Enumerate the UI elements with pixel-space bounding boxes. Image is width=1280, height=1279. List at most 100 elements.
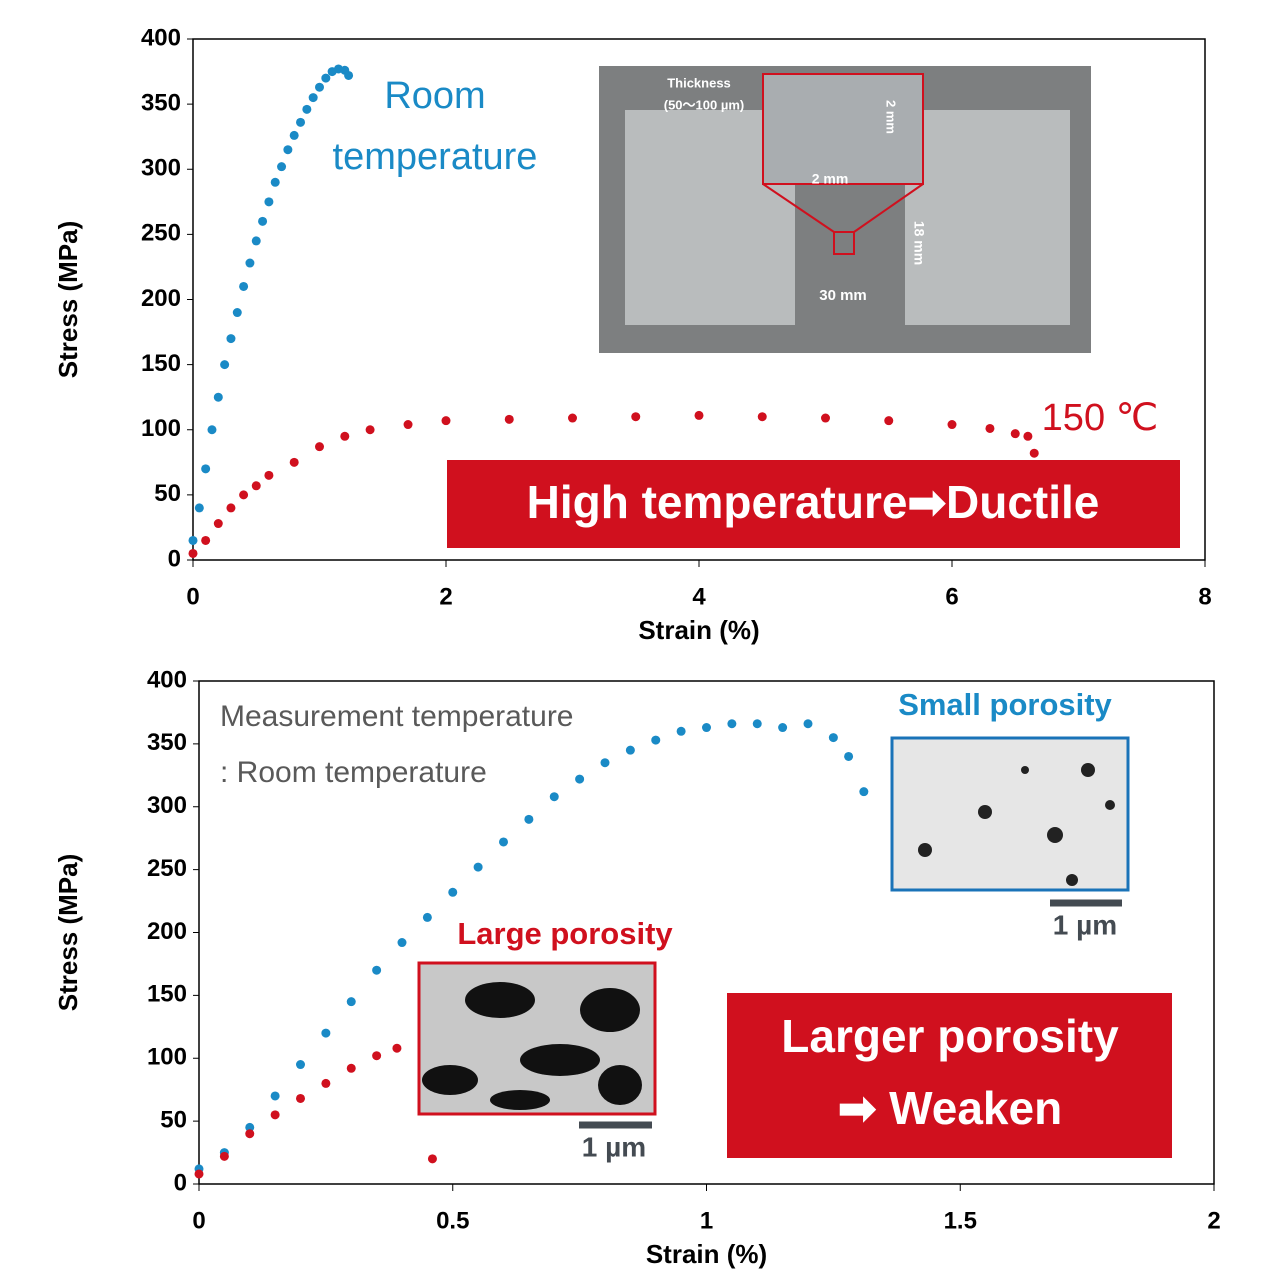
data-point — [264, 470, 274, 480]
x-axis-title: Strain (%) — [638, 615, 759, 645]
y-tick-label: 300 — [147, 792, 187, 819]
pore — [1081, 763, 1095, 777]
y-tick-label: 0 — [168, 545, 181, 572]
y-tick-label: 350 — [147, 729, 187, 756]
pore — [598, 1065, 642, 1105]
data-point — [277, 162, 287, 172]
pore — [580, 988, 640, 1032]
data-point — [188, 548, 198, 558]
data-point — [575, 774, 585, 784]
data-point — [270, 177, 280, 187]
x-tick-label: 0.5 — [436, 1207, 469, 1234]
data-point — [427, 1154, 437, 1164]
data-point — [372, 965, 382, 975]
pore — [1021, 766, 1029, 774]
data-point — [392, 1043, 402, 1053]
inset-label: 2 mm — [884, 100, 899, 134]
annotation-box — [447, 460, 1180, 548]
x-tick-label: 8 — [1198, 583, 1211, 610]
data-point — [251, 481, 261, 491]
data-point — [752, 719, 762, 729]
y-tick-label: 250 — [141, 220, 181, 247]
data-point — [365, 425, 375, 435]
data-point — [213, 392, 223, 402]
x-tick-label: 2 — [439, 583, 452, 610]
data-point — [346, 997, 356, 1007]
data-point — [245, 1129, 255, 1139]
data-point — [296, 117, 306, 127]
pore — [520, 1044, 600, 1076]
data-point — [219, 1151, 229, 1161]
y-tick-label: 0 — [174, 1169, 187, 1196]
pore — [1066, 874, 1078, 886]
inset-label: 30 mm — [819, 287, 867, 304]
pore — [422, 1065, 478, 1095]
data-point — [239, 490, 249, 500]
y-tick-label: 250 — [147, 855, 187, 882]
series-label: Room temperature — [332, 75, 538, 178]
inset-label: 18 mm — [911, 221, 927, 265]
data-point — [859, 787, 869, 797]
data-point — [694, 410, 704, 420]
y-tick-label: 100 — [141, 415, 181, 442]
data-point — [213, 519, 223, 529]
data-point — [308, 93, 318, 103]
data-point — [245, 1122, 255, 1132]
data-point — [600, 758, 610, 768]
x-tick-label: 1.5 — [944, 1207, 977, 1234]
data-point — [220, 360, 230, 370]
y-tick-label: 300 — [141, 155, 181, 182]
pore — [490, 1090, 550, 1110]
data-point — [985, 423, 995, 433]
annotation: High temperature➡Ductile — [527, 476, 1100, 528]
data-point — [289, 457, 299, 467]
data-point — [757, 412, 767, 422]
data-point — [1023, 431, 1033, 441]
data-point — [422, 912, 432, 922]
data-point — [264, 197, 274, 207]
data-point — [321, 1078, 331, 1088]
data-point — [302, 104, 312, 114]
data-point — [504, 414, 514, 424]
data-point — [226, 503, 236, 513]
data-point — [188, 535, 198, 545]
data-point — [499, 837, 508, 847]
data-point — [631, 412, 641, 422]
data-point — [947, 420, 957, 430]
pore — [918, 843, 932, 857]
y-tick-label: 50 — [160, 1106, 187, 1133]
data-point — [778, 723, 788, 733]
data-point — [201, 464, 211, 474]
sem-small — [890, 736, 1130, 892]
y-axis-title: Stress (MPa) — [53, 221, 83, 379]
data-point — [194, 503, 204, 513]
zoom-spot — [833, 231, 855, 255]
y-tick-label: 400 — [141, 24, 181, 51]
data-point — [296, 1093, 305, 1103]
data-point — [397, 938, 407, 948]
zoom-line-r — [853, 183, 924, 233]
data-point — [296, 1060, 305, 1070]
x-tick-label: 0 — [192, 1207, 205, 1234]
pore — [1105, 800, 1115, 810]
data-point — [372, 1051, 382, 1061]
data-point — [226, 334, 236, 344]
data-point — [346, 1063, 356, 1073]
data-point — [473, 862, 483, 872]
x-axis-title: Strain (%) — [646, 1239, 767, 1269]
clamp-right — [905, 110, 1070, 325]
annotation: ➡ Weaken — [838, 1082, 1062, 1134]
pore — [978, 805, 992, 819]
scale-label: 1 µm — [582, 1131, 646, 1162]
data-point — [344, 70, 354, 80]
data-point — [315, 442, 324, 452]
scale-label: 1 µm — [1053, 909, 1117, 940]
series-label: Large porosity — [457, 916, 673, 951]
annotation: Larger porosity — [781, 1010, 1119, 1062]
data-point — [651, 735, 661, 745]
inset-label: (50〜100 µm) — [664, 97, 744, 112]
y-tick-label: 150 — [147, 981, 187, 1008]
pore — [465, 982, 535, 1018]
data-point — [289, 130, 299, 140]
data-point — [549, 792, 559, 802]
